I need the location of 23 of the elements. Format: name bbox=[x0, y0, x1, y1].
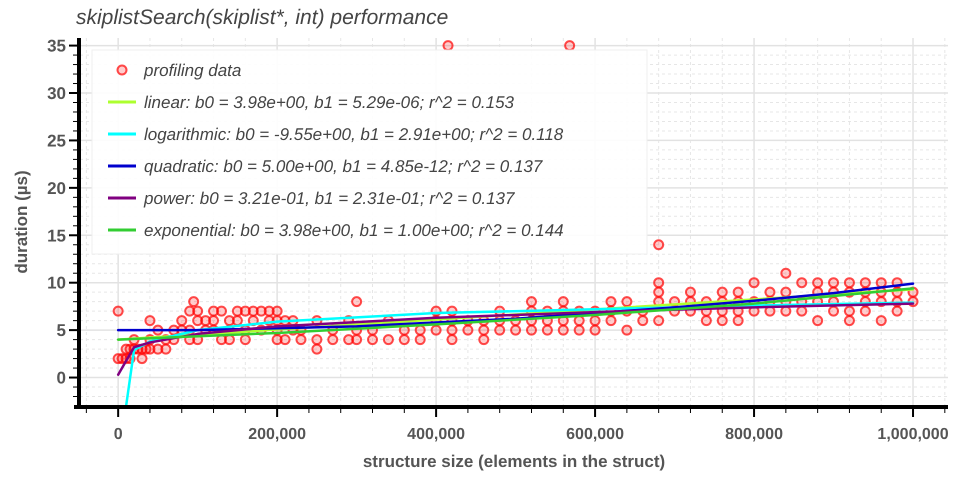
y-tick-label: 15 bbox=[47, 226, 66, 246]
x-tick-label: 200,000 bbox=[248, 426, 306, 443]
y-tick-label: 5 bbox=[56, 321, 66, 340]
y-tick-label: 20 bbox=[47, 178, 66, 198]
y-tick-label: 10 bbox=[47, 274, 66, 293]
legend-label: exponential: b0 = 3.98e+00, b1 = 1.00e+00; r^2 = 0.144 bbox=[144, 221, 564, 240]
x-tick-label: 1,000,000 bbox=[877, 426, 949, 443]
y-tick-label: 25 bbox=[47, 131, 66, 150]
chart-title: skiplistSearch(skiplist*, int) performance bbox=[76, 6, 448, 29]
legend-label: power: b0 = 3.21e-01, b1 = 2.31e-01; r^2 = 0.137 bbox=[143, 189, 515, 208]
legend-label: profiling data bbox=[143, 61, 242, 80]
x-tick-label: 600,000 bbox=[566, 426, 624, 443]
x-tick-label: 800,000 bbox=[725, 426, 784, 443]
legend-label: logarithmic: b0 = -9.55e+00, b1 = 2.91e+00; r^2 = 0.118 bbox=[144, 125, 564, 144]
x-tick-label: 400,000 bbox=[407, 426, 466, 443]
y-tick-label: 0 bbox=[56, 368, 66, 388]
y-tick-label: 35 bbox=[47, 36, 66, 56]
x-tick-label: 0 bbox=[114, 426, 123, 443]
y-tick-label: 30 bbox=[47, 84, 66, 104]
legend-label: quadratic: b0 = 5.00e+00, b1 = 4.85e-12; r^2 = 0.137 bbox=[144, 157, 543, 176]
y-axis-title: duration (µs) bbox=[12, 170, 31, 274]
x-axis-title: structure size (elements in the struct) bbox=[362, 452, 666, 471]
legend-label: linear: b0 = 3.98e+00, b1 = 5.29e-06; r^2 = 0.153 bbox=[144, 93, 515, 112]
